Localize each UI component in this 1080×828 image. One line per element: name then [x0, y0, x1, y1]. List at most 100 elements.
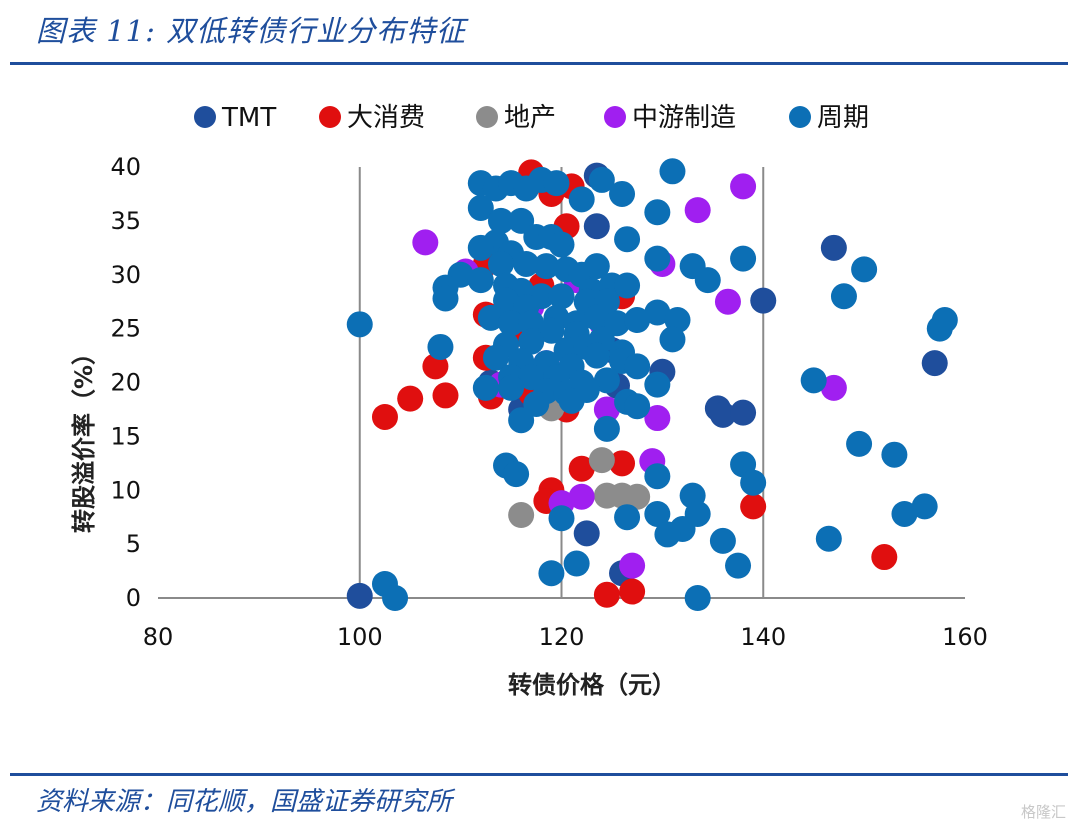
legend-label: 大消费 [347, 103, 425, 133]
point-周期 [548, 231, 575, 258]
point-大消费 [397, 385, 424, 412]
point-周期 [508, 407, 535, 434]
point-大消费 [371, 403, 398, 430]
point-周期 [583, 304, 610, 331]
point-周期 [487, 250, 514, 277]
y-axis-label: 转股溢价率（%） [70, 341, 98, 533]
legend-marker [194, 106, 216, 128]
point-tmt [583, 213, 610, 240]
point-tmt [921, 350, 948, 377]
x-axis-label: 转债价格（元） [508, 671, 676, 699]
point-周期 [493, 287, 520, 314]
y-tick-label: 15 [110, 422, 141, 450]
point-周期 [346, 311, 373, 338]
point-中游制造 [820, 374, 847, 401]
source-divider [10, 773, 1068, 776]
point-周期 [725, 552, 752, 579]
point-周期 [624, 393, 651, 420]
point-周期 [911, 493, 938, 520]
point-周期 [614, 226, 641, 253]
point-周期 [467, 267, 494, 294]
point-周期 [891, 500, 918, 527]
point-中游制造 [412, 229, 439, 256]
point-周期 [548, 505, 575, 532]
point-周期 [684, 585, 711, 611]
point-周期 [815, 525, 842, 552]
point-周期 [427, 333, 454, 360]
point-周期 [800, 367, 827, 394]
legend-marker [319, 106, 341, 128]
point-中游制造 [730, 173, 757, 200]
point-tmt [730, 399, 757, 426]
legend-marker [476, 106, 498, 128]
point-大消费 [740, 493, 767, 520]
point-周期 [644, 299, 671, 326]
x-tick-label: 120 [539, 623, 585, 651]
legend-marker [604, 106, 626, 128]
y-tick-label: 25 [110, 315, 141, 343]
point-周期 [644, 371, 671, 398]
point-周期 [644, 245, 671, 272]
point-周期 [487, 207, 514, 234]
title-divider [10, 62, 1068, 65]
x-tick-label: 140 [740, 623, 786, 651]
point-大消费 [609, 450, 636, 477]
point-周期 [477, 304, 504, 331]
legend-marker [789, 106, 811, 128]
point-周期 [851, 256, 878, 283]
point-周期 [846, 430, 873, 457]
point-大消费 [871, 544, 898, 571]
y-tick-label: 20 [110, 369, 141, 397]
point-周期 [830, 283, 857, 310]
y-tick-label: 10 [110, 476, 141, 504]
point-周期 [740, 469, 767, 496]
point-地产 [624, 483, 651, 510]
point-周期 [583, 253, 610, 280]
point-周期 [644, 500, 671, 527]
point-周期 [503, 461, 530, 488]
legend: TMT 大消费 地产 中游制造 周期 [194, 103, 869, 133]
point-周期 [588, 166, 615, 193]
y-tick-label: 5 [126, 530, 141, 558]
point-周期 [482, 344, 509, 371]
point-周期 [382, 585, 409, 611]
point-周期 [614, 504, 641, 531]
point-周期 [467, 234, 494, 261]
point-周期 [467, 194, 494, 221]
scatter-chart: 80 100 120 140 160 0 5 10 15 20 25 30 35 40 TMT 大消费 地产 中… [70, 103, 988, 699]
point-周期 [624, 307, 651, 334]
point-tmt [750, 287, 777, 314]
figure-title: 图表 11: 双低转债行业分布特征 [36, 14, 467, 48]
point-周期 [659, 326, 686, 353]
y-tick-label: 35 [110, 207, 141, 235]
point-周期 [498, 374, 525, 401]
y-tick-label: 0 [126, 584, 141, 612]
point-周期 [730, 245, 757, 272]
point-周期 [614, 272, 641, 299]
point-tmt [573, 520, 600, 547]
point-中游制造 [714, 288, 741, 315]
point-周期 [644, 199, 671, 226]
point-周期 [513, 250, 540, 277]
point-大消费 [432, 382, 459, 409]
point-周期 [563, 550, 590, 577]
point-周期 [548, 283, 575, 310]
point-周期 [659, 158, 686, 185]
point-周期 [568, 186, 595, 213]
point-周期 [881, 441, 908, 468]
x-tick-label: 100 [337, 623, 383, 651]
watermark-logo: 格隆汇 [1020, 803, 1066, 821]
point-中游制造 [593, 396, 620, 423]
point-tmt [346, 582, 373, 609]
point-周期 [472, 374, 499, 401]
point-周期 [931, 307, 958, 334]
point-周期 [644, 463, 671, 490]
point-中游制造 [644, 405, 671, 432]
point-周期 [558, 387, 585, 414]
source-note: 资料来源：同花顺，国盛证券研究所 [36, 787, 453, 817]
point-周期 [543, 170, 570, 197]
point-周期 [609, 180, 636, 207]
x-tick-label: 80 [143, 623, 174, 651]
point-周期 [432, 285, 459, 312]
point-大消费 [619, 578, 646, 605]
